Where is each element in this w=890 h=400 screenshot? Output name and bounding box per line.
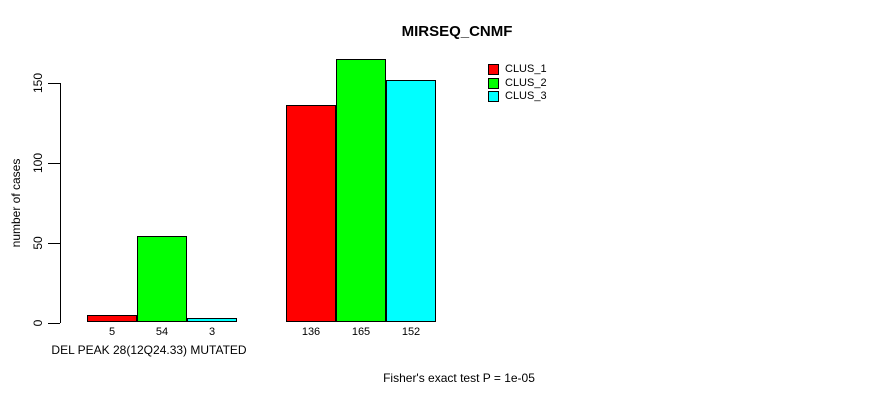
y-axis-label: number of cases: [9, 158, 23, 248]
legend-swatch-clus-1: [488, 64, 499, 76]
legend-label-clus-2: CLUS_2: [505, 76, 547, 89]
bar-clus_3-group2: [386, 80, 436, 322]
legend-label-clus-1: CLUS_1: [505, 63, 547, 76]
legend-swatch-clus-2: [488, 77, 499, 89]
y-tick-50: [48, 243, 60, 244]
bar-value-label-clus_2-group2: 165: [351, 326, 371, 338]
bar-value-label-clus_1-group1: 5: [108, 326, 116, 338]
y-tick-0: [48, 323, 60, 324]
bar-clus_2-group1: [137, 236, 187, 322]
bar-clus_3-group1: [187, 318, 237, 322]
legend-item-clus-3: CLUS_3: [488, 90, 547, 104]
bar-value-label-clus_2-group1: 54: [155, 326, 169, 338]
x-axis-group-label: DEL PEAK 28(12Q24.33) MUTATED: [51, 343, 247, 357]
legend-swatch-clus-3: [488, 91, 499, 103]
legend-item-clus-1: CLUS_1: [488, 63, 547, 77]
y-axis-line: [60, 83, 61, 323]
bar-value-label-clus_3-group1: 3: [208, 326, 216, 338]
bar-clus_2-group2: [336, 59, 386, 322]
bar-clus_1-group1: [87, 315, 137, 322]
y-tick-label-50: 50: [31, 236, 45, 250]
y-tick-label-150: 150: [31, 72, 45, 94]
bar-value-label-clus_3-group2: 152: [401, 326, 421, 338]
fisher-test-annotation: Fisher's exact test P = 1e-05: [383, 371, 535, 385]
legend-item-clus-2: CLUS_2: [488, 77, 547, 91]
y-tick-100: [48, 163, 60, 164]
bar-clus_1-group2: [286, 105, 336, 322]
chart-title: MIRSEQ_CNMF: [401, 23, 513, 40]
y-tick-label-100: 100: [31, 152, 45, 174]
bar-value-label-clus_1-group2: 136: [301, 326, 321, 338]
y-tick-label-0: 0: [31, 319, 45, 327]
legend: CLUS_1 CLUS_2 CLUS_3: [488, 63, 547, 104]
y-tick-150: [48, 83, 60, 84]
legend-label-clus-3: CLUS_3: [505, 90, 547, 103]
